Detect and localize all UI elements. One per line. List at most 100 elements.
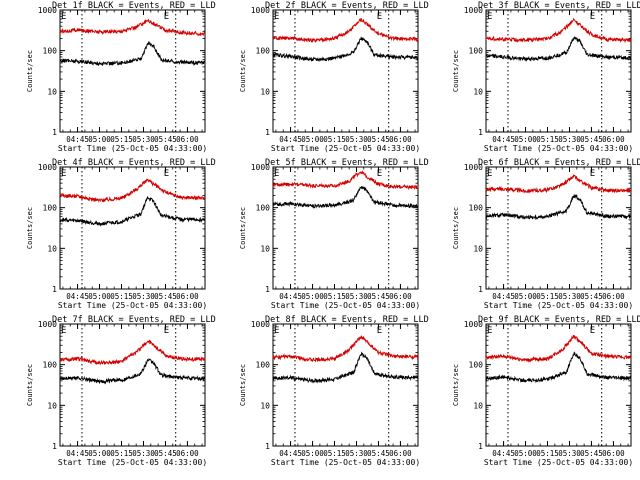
plot-frame (59, 323, 206, 447)
x-tick-label: 05:00 (88, 292, 111, 301)
x-tick-label: 05:15 (323, 292, 346, 301)
panel-5: Det 5f BLACK = Events, RED = LLD 1 10 100 10… (239, 158, 429, 310)
lld-series-line (59, 18, 206, 37)
y-tick-label: 1000 (464, 163, 483, 172)
x-axis-label: Start Time (25-Oct-05 04:33:00) (58, 144, 207, 153)
event-marker: E (377, 12, 382, 22)
panel-7: Det 7f BLACK = Events, RED = LLD 1 10 100 10… (26, 315, 216, 467)
y-tick-label: 1 (52, 128, 57, 137)
panel-title: Det 4f BLACK = Events, RED = LLD (52, 158, 216, 168)
x-axis-label: Start Time (25-Oct-05 04:33:00) (484, 301, 633, 310)
y-tick-label: 1000 (251, 163, 270, 172)
y-tick-label: 1000 (251, 6, 270, 15)
lld-series-line (59, 178, 206, 203)
event-marker: E (274, 12, 279, 22)
y-tick-label: 1 (265, 128, 270, 137)
y-tick-label: 1000 (464, 320, 483, 329)
y-axis-label: Counts/sec (239, 364, 247, 406)
y-tick-label: 10 (260, 244, 270, 253)
x-tick-label: 05:30 (558, 135, 581, 144)
event-marker: E (164, 326, 169, 336)
x-tick-label: 04:45 (492, 449, 515, 458)
y-tick-label: 10 (260, 401, 270, 410)
x-tick-label: 05:30 (558, 292, 581, 301)
y-tick-label: 1 (478, 128, 483, 137)
events-series-line (59, 40, 206, 67)
panel-4: Det 4f BLACK = Events, RED = LLD 1 10 100 10… (26, 158, 216, 310)
y-axis-label: Counts/sec (452, 364, 460, 406)
lld-series-line (485, 334, 632, 363)
panel-title: Det 3f BLACK = Events, RED = LLD (478, 1, 640, 11)
y-axis-label: Counts/sec (26, 364, 34, 406)
x-tick-label: 05:30 (132, 292, 155, 301)
panel-title: Det 1f BLACK = Events, RED = LLD (52, 1, 216, 11)
x-tick-label: 05:30 (132, 449, 155, 458)
events-series-line (59, 358, 206, 385)
y-axis-label: Counts/sec (239, 50, 247, 92)
events-series-line (485, 36, 632, 62)
y-tick-label: 1 (52, 442, 57, 451)
x-tick-label: 05:30 (345, 135, 368, 144)
lld-series-line (272, 170, 419, 191)
plot-frame (485, 9, 632, 133)
x-tick-label: 05:30 (345, 449, 368, 458)
y-tick-label: 100 (256, 47, 271, 56)
event-marker: E (274, 326, 279, 336)
x-tick-label: 05:15 (536, 292, 559, 301)
panel-8: Det 8f BLACK = Events, RED = LLD 1 10 100 10… (239, 315, 429, 467)
y-tick-label: 1 (265, 442, 270, 451)
y-tick-label: 1000 (38, 163, 57, 172)
x-tick-label: 05:45 (154, 292, 177, 301)
panel-9: Det 9f BLACK = Events, RED = LLD 1 10 100 10… (452, 315, 640, 467)
x-tick-label: 05:30 (345, 292, 368, 301)
x-axis-label: Start Time (25-Oct-05 04:33:00) (484, 144, 633, 153)
x-tick-label: 05:45 (367, 292, 390, 301)
x-tick-label: 05:45 (580, 292, 603, 301)
y-axis-label: Counts/sec (26, 207, 34, 249)
x-tick-label: 04:45 (66, 135, 89, 144)
plot-frame (485, 166, 632, 290)
y-tick-label: 1000 (251, 320, 270, 329)
x-tick-label: 05:00 (301, 135, 324, 144)
x-tick-label: 05:45 (580, 449, 603, 458)
y-tick-label: 1000 (464, 6, 483, 15)
x-axis-label: Start Time (25-Oct-05 04:33:00) (271, 301, 420, 310)
y-tick-label: 1 (265, 285, 270, 294)
x-tick-label: 04:45 (279, 292, 302, 301)
x-tick-label: 05:15 (323, 449, 346, 458)
y-tick-label: 1000 (38, 6, 57, 15)
x-tick-label: 05:00 (88, 449, 111, 458)
x-tick-label: 05:30 (132, 135, 155, 144)
x-tick-label: 05:45 (367, 449, 390, 458)
events-series-line (485, 351, 632, 384)
y-axis-label: Counts/sec (452, 207, 460, 249)
x-tick-label: 04:45 (279, 449, 302, 458)
x-tick-label: 05:15 (110, 135, 133, 144)
event-marker: E (164, 169, 169, 179)
events-series-line (272, 185, 419, 209)
plot-frame (485, 323, 632, 447)
x-tick-label: 04:45 (66, 449, 89, 458)
y-tick-label: 10 (473, 244, 483, 253)
event-marker: E (487, 326, 492, 336)
x-tick-label: 04:45 (492, 135, 515, 144)
y-tick-label: 100 (469, 204, 484, 213)
y-tick-label: 1 (478, 285, 483, 294)
x-tick-label: 06:00 (176, 449, 199, 458)
panel-title: Det 9f BLACK = Events, RED = LLD (478, 315, 640, 325)
events-series-line (272, 36, 419, 63)
x-tick-label: 06:00 (389, 449, 412, 458)
x-tick-label: 05:45 (154, 449, 177, 458)
y-tick-label: 10 (473, 401, 483, 410)
event-marker: E (61, 326, 66, 336)
y-tick-label: 10 (47, 244, 57, 253)
x-axis-label: Start Time (25-Oct-05 04:33:00) (271, 458, 420, 467)
x-tick-label: 06:00 (389, 135, 412, 144)
x-tick-label: 05:45 (154, 135, 177, 144)
panel-title: Det 6f BLACK = Events, RED = LLD (478, 158, 640, 168)
x-tick-label: 06:00 (389, 292, 412, 301)
lld-series-line (272, 335, 419, 363)
lld-series-line (272, 17, 419, 43)
x-tick-label: 05:15 (323, 135, 346, 144)
